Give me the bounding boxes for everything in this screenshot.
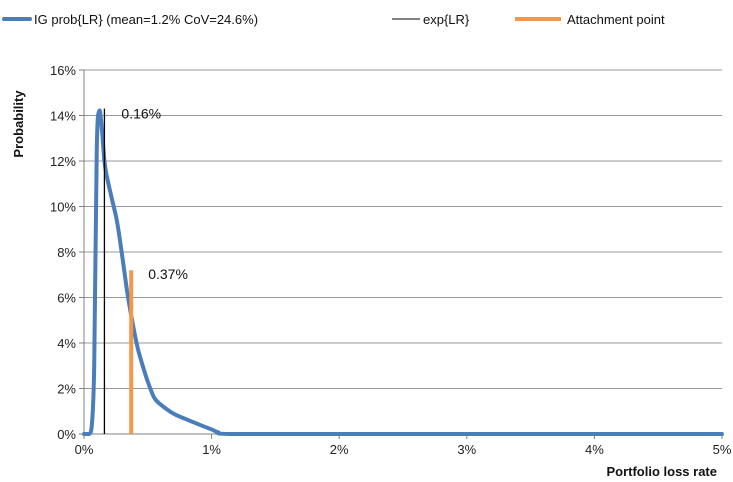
axes [79, 69, 723, 439]
markers-layer: 0.16% 0.37% [103, 106, 188, 434]
x-tick-label: 1% [202, 442, 221, 457]
x-tick-labels: 0% 1% 2% 3% 4% 5% [75, 442, 732, 457]
legend: IG prob{LR} (mean=1.2% CoV=24.6%) exp{LR… [2, 12, 665, 27]
x-tick-label: 2% [330, 442, 349, 457]
y-tick-labels: 0% 2% 4% 6% 8% 10% 12% 14% 16% [50, 63, 76, 442]
series-layer [82, 108, 724, 437]
legend-label-attachment: Attachment point [567, 12, 665, 27]
y-tick-label: 10% [50, 200, 76, 215]
x-tick-label: 4% [585, 442, 604, 457]
x-tick-label: 0% [75, 442, 94, 457]
y-tick-label: 12% [50, 154, 76, 169]
y-tick-label: 2% [57, 382, 76, 397]
y-tick-label: 4% [57, 336, 76, 351]
exp-lr-value-label: 0.16% [121, 106, 161, 122]
y-axis-title: Probability [11, 90, 26, 158]
y-tick-label: 14% [50, 109, 76, 124]
attachment-point-value-label: 0.37% [148, 266, 188, 282]
x-axis-title: Portfolio loss rate [606, 464, 717, 479]
y-tick-label: 0% [57, 427, 76, 442]
legend-label-exp: exp{LR} [423, 12, 470, 27]
legend-label-ig: IG prob{LR} (mean=1.2% CoV=24.6%) [34, 12, 258, 27]
x-tick-label: 3% [457, 442, 476, 457]
y-tick-label: 16% [50, 63, 76, 78]
y-tick-label: 6% [57, 291, 76, 306]
x-tick-label: 5% [713, 442, 732, 457]
y-tick-label: 8% [57, 245, 76, 260]
gridlines [84, 69, 722, 389]
ig-prob-series-line [82, 108, 724, 437]
